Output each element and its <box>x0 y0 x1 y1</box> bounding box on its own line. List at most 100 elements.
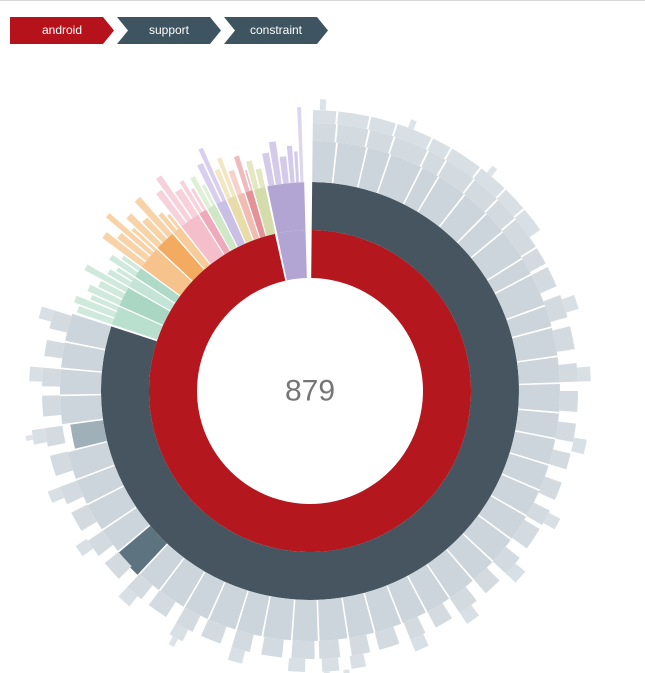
sunburst-segment[interactable] <box>207 204 237 251</box>
sunburst-segment[interactable] <box>25 434 34 442</box>
sunburst-segment[interactable] <box>49 451 73 477</box>
sunburst-segment[interactable] <box>485 200 515 230</box>
sunburst-segment[interactable] <box>531 266 557 294</box>
sunburst-segment[interactable] <box>74 295 117 318</box>
sunburst-segment[interactable] <box>190 187 207 212</box>
sunburst-segment[interactable] <box>59 480 84 505</box>
sunburst-segment[interactable] <box>190 175 212 209</box>
sunburst-segment[interactable] <box>126 213 162 248</box>
sunburst-segment[interactable] <box>200 619 227 644</box>
sunburst-segment[interactable] <box>67 442 115 479</box>
sunburst-segment[interactable] <box>209 582 248 630</box>
sunburst-segment[interactable] <box>156 189 186 227</box>
breadcrumb-item-android[interactable]: android <box>10 17 114 44</box>
sunburst-segment[interactable] <box>76 465 124 504</box>
sunburst-segment[interactable] <box>486 165 498 177</box>
sunburst-segment[interactable] <box>179 180 203 214</box>
sunburst-segment[interactable] <box>312 123 337 143</box>
sunburst-segment[interactable] <box>297 107 304 183</box>
sunburst-segment[interactable] <box>105 213 154 256</box>
sunburst-segment[interactable] <box>104 551 132 579</box>
sunburst-segment[interactable] <box>227 647 246 664</box>
sunburst-segment[interactable] <box>267 182 306 234</box>
sunburst-segment[interactable] <box>109 254 138 277</box>
sunburst-segment[interactable] <box>217 157 236 197</box>
sunburst-segment[interactable] <box>157 233 204 281</box>
sunburst-segment[interactable] <box>90 294 119 311</box>
sunburst-segment[interactable] <box>236 590 270 637</box>
sunburst-segment[interactable] <box>169 623 189 642</box>
sunburst-segment[interactable] <box>294 151 300 183</box>
sunburst-segment[interactable] <box>427 549 473 598</box>
sunburst-segment[interactable] <box>245 160 259 190</box>
sunburst-segment[interactable] <box>168 636 179 648</box>
sunburst-segment[interactable] <box>374 626 400 650</box>
sunburst-segment[interactable] <box>287 658 306 672</box>
sunburst-segment[interactable] <box>407 119 417 130</box>
sunburst-segment[interactable] <box>312 110 337 125</box>
sunburst-segment[interactable] <box>343 669 350 673</box>
sunburst-segment[interactable] <box>552 326 575 352</box>
sunburst-segment[interactable] <box>337 111 370 130</box>
sunburst-segment[interactable] <box>421 150 446 176</box>
sunburst-segment[interactable] <box>463 515 511 561</box>
sunburst-segment[interactable] <box>333 142 367 188</box>
sunburst-segment[interactable] <box>393 124 432 150</box>
sunburst-segment[interactable] <box>378 154 422 204</box>
sunburst-segment[interactable] <box>291 640 315 659</box>
sunburst-segment[interactable] <box>404 167 439 212</box>
sunburst-segment[interactable] <box>167 213 181 230</box>
sunburst-segment[interactable] <box>245 190 266 238</box>
sunburst-segment[interactable] <box>148 590 176 618</box>
sunburst-segment[interactable] <box>538 476 562 501</box>
sunburst-segment[interactable] <box>389 136 428 167</box>
sunburst-segment[interactable] <box>141 248 192 296</box>
sunburst-segment[interactable] <box>226 195 253 244</box>
sunburst-segment[interactable] <box>449 586 477 614</box>
sunburst-segment[interactable] <box>107 269 132 287</box>
sunburst-segment[interactable] <box>76 306 114 325</box>
breadcrumb-item-support[interactable]: support <box>117 17 221 44</box>
sunburst-segment[interactable] <box>447 534 493 580</box>
sunburst-segment[interactable] <box>121 255 141 272</box>
sunburst-segment[interactable] <box>336 124 369 148</box>
sunburst-segment[interactable] <box>156 175 192 222</box>
sunburst-segment[interactable] <box>487 259 531 293</box>
sunburst-segment[interactable] <box>160 558 205 607</box>
sunburst-segment[interactable] <box>47 487 65 504</box>
sunburst-segment[interactable] <box>214 168 232 200</box>
sunburst-segment[interactable] <box>127 573 153 600</box>
sunburst-segment[interactable] <box>261 636 284 658</box>
sunburst-segment[interactable] <box>576 366 591 382</box>
sunburst-segment[interactable] <box>71 504 97 532</box>
sunburst-segment[interactable] <box>231 630 254 653</box>
sunburst-segment[interactable] <box>253 186 276 236</box>
sunburst-segment[interactable] <box>148 230 471 553</box>
sunburst-segment[interactable] <box>185 571 225 620</box>
breadcrumb-item-constraint[interactable]: constraint <box>224 17 328 44</box>
sunburst-segment[interactable] <box>368 116 396 136</box>
sunburst-segment[interactable] <box>543 294 568 323</box>
sunburst-segment[interactable] <box>84 264 129 293</box>
sunburst-segment[interactable] <box>319 99 327 111</box>
sunburst-segment[interactable] <box>87 486 136 530</box>
sunburst-segment[interactable] <box>119 287 171 326</box>
sunburst-segment[interactable] <box>473 168 505 198</box>
sunburst-segment[interactable] <box>140 544 184 591</box>
sunburst-segment[interactable] <box>558 362 578 383</box>
sunburst-segment[interactable] <box>521 248 546 273</box>
sunburst-segment[interactable] <box>403 616 426 640</box>
sunburst-segment[interactable] <box>118 587 138 607</box>
sunburst-segment[interactable] <box>292 599 318 641</box>
sunburst-segment[interactable] <box>506 306 552 337</box>
sunburst-segment[interactable] <box>418 177 464 227</box>
sunburst-segment[interactable] <box>502 453 549 490</box>
sunburst-segment[interactable] <box>61 342 105 372</box>
sunburst-segment[interactable] <box>515 409 559 438</box>
sunburst-segment[interactable] <box>44 339 65 359</box>
sunburst-segment[interactable] <box>387 576 426 624</box>
sunburst-segment[interactable] <box>87 530 113 556</box>
sunburst-segment[interactable] <box>131 227 157 252</box>
sunburst-segment[interactable] <box>438 160 474 193</box>
sunburst-segment[interactable] <box>42 395 62 417</box>
